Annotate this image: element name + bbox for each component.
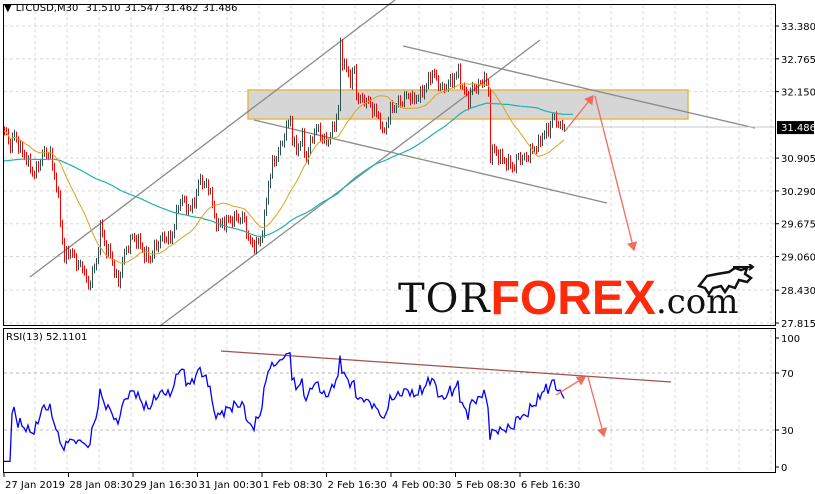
logo-tor: TOR bbox=[398, 276, 491, 322]
price-tick-label: 30.905 bbox=[781, 154, 815, 165]
trendline-down-upper bbox=[402, 45, 756, 129]
trendline-channel-upper bbox=[29, 0, 396, 278]
rsi-label: RSI(13) bbox=[6, 332, 43, 343]
fast-moving-average bbox=[3, 83, 565, 264]
price-tick-label: 32.765 bbox=[781, 55, 815, 66]
rsi-forecast-arrow-down bbox=[587, 376, 607, 438]
trendline-down-lower bbox=[253, 119, 608, 204]
forecast-arrow-down bbox=[594, 95, 638, 252]
price-axis: 33.380 32.765 32.150 30.905 30.290 29.675 29.0… bbox=[775, 22, 815, 330]
rsi-tick-label: 0 bbox=[781, 463, 787, 474]
rsi-forecast-arrow-up bbox=[555, 376, 587, 396]
current-price-badge bbox=[777, 121, 814, 135]
time-tick-label: 6 Feb 16:30 bbox=[521, 480, 580, 491]
open-value: 31.510 bbox=[85, 3, 121, 14]
rsi-tick-label: 30 bbox=[781, 426, 794, 437]
logo-forex: FOREX bbox=[490, 272, 656, 325]
price-tick-label: 29.060 bbox=[781, 253, 815, 264]
time-tick-label: 4 Feb 00:30 bbox=[392, 480, 451, 491]
forecast-arrow-up bbox=[564, 94, 594, 132]
rsi-panel-frame bbox=[3, 328, 776, 473]
bull-icon bbox=[696, 264, 755, 296]
time-tick-label: 2 Feb 16:30 bbox=[328, 480, 387, 491]
rsi-tick-label: 100 bbox=[781, 334, 800, 345]
time-tick-label: 31 Jan 00:30 bbox=[199, 480, 262, 491]
price-tick-label: 27.815 bbox=[781, 319, 815, 330]
rsi-trendline bbox=[220, 350, 672, 383]
time-tick-label: 27 Jan 2019 bbox=[5, 480, 65, 491]
grid bbox=[4, 5, 775, 472]
price-tick-label: 30.290 bbox=[781, 187, 815, 198]
torforex-logo: TORFOREX.com bbox=[398, 275, 739, 323]
slow-moving-average bbox=[3, 102, 573, 238]
candles bbox=[4, 37, 565, 291]
rsi-value: 52.1101 bbox=[45, 332, 88, 343]
time-tick-label: 5 Feb 08:30 bbox=[457, 480, 516, 491]
price-tick-label: 33.380 bbox=[781, 22, 815, 33]
price-tick-label: 32.150 bbox=[781, 88, 815, 99]
high-value: 31.547 bbox=[124, 3, 160, 14]
low-value: 31.462 bbox=[163, 3, 199, 14]
price-tick-label: 28.430 bbox=[781, 286, 815, 297]
main-panel-frame bbox=[3, 4, 776, 326]
time-tick-label: 29 Jan 16:30 bbox=[134, 480, 197, 491]
rsi-axis: 100 70 30 0 bbox=[775, 334, 800, 474]
rsi-levels bbox=[4, 372, 775, 431]
chart-header: ▼ LTCUSD,M30 31.510 31.547 31.462 31.486 bbox=[4, 3, 242, 14]
price-tick-label: 29.675 bbox=[781, 220, 815, 231]
dropdown-triangle-icon[interactable]: ▼ bbox=[4, 3, 12, 14]
time-axis: 27 Jan 2019 28 Jan 08:30 29 Jan 16:30 31 Ja… bbox=[3, 472, 580, 491]
close-value: 31.486 bbox=[202, 3, 238, 14]
time-tick-label: 1 Feb 08:30 bbox=[263, 480, 322, 491]
rsi-line bbox=[4, 351, 565, 463]
time-tick-label: 28 Jan 08:30 bbox=[70, 480, 133, 491]
current-price-label: 31.486 bbox=[781, 123, 815, 134]
rsi-tick-label: 70 bbox=[781, 369, 794, 380]
rsi-header: RSI(13) 52.1101 bbox=[6, 332, 87, 343]
symbol-label: LTCUSD,M30 bbox=[15, 3, 79, 14]
